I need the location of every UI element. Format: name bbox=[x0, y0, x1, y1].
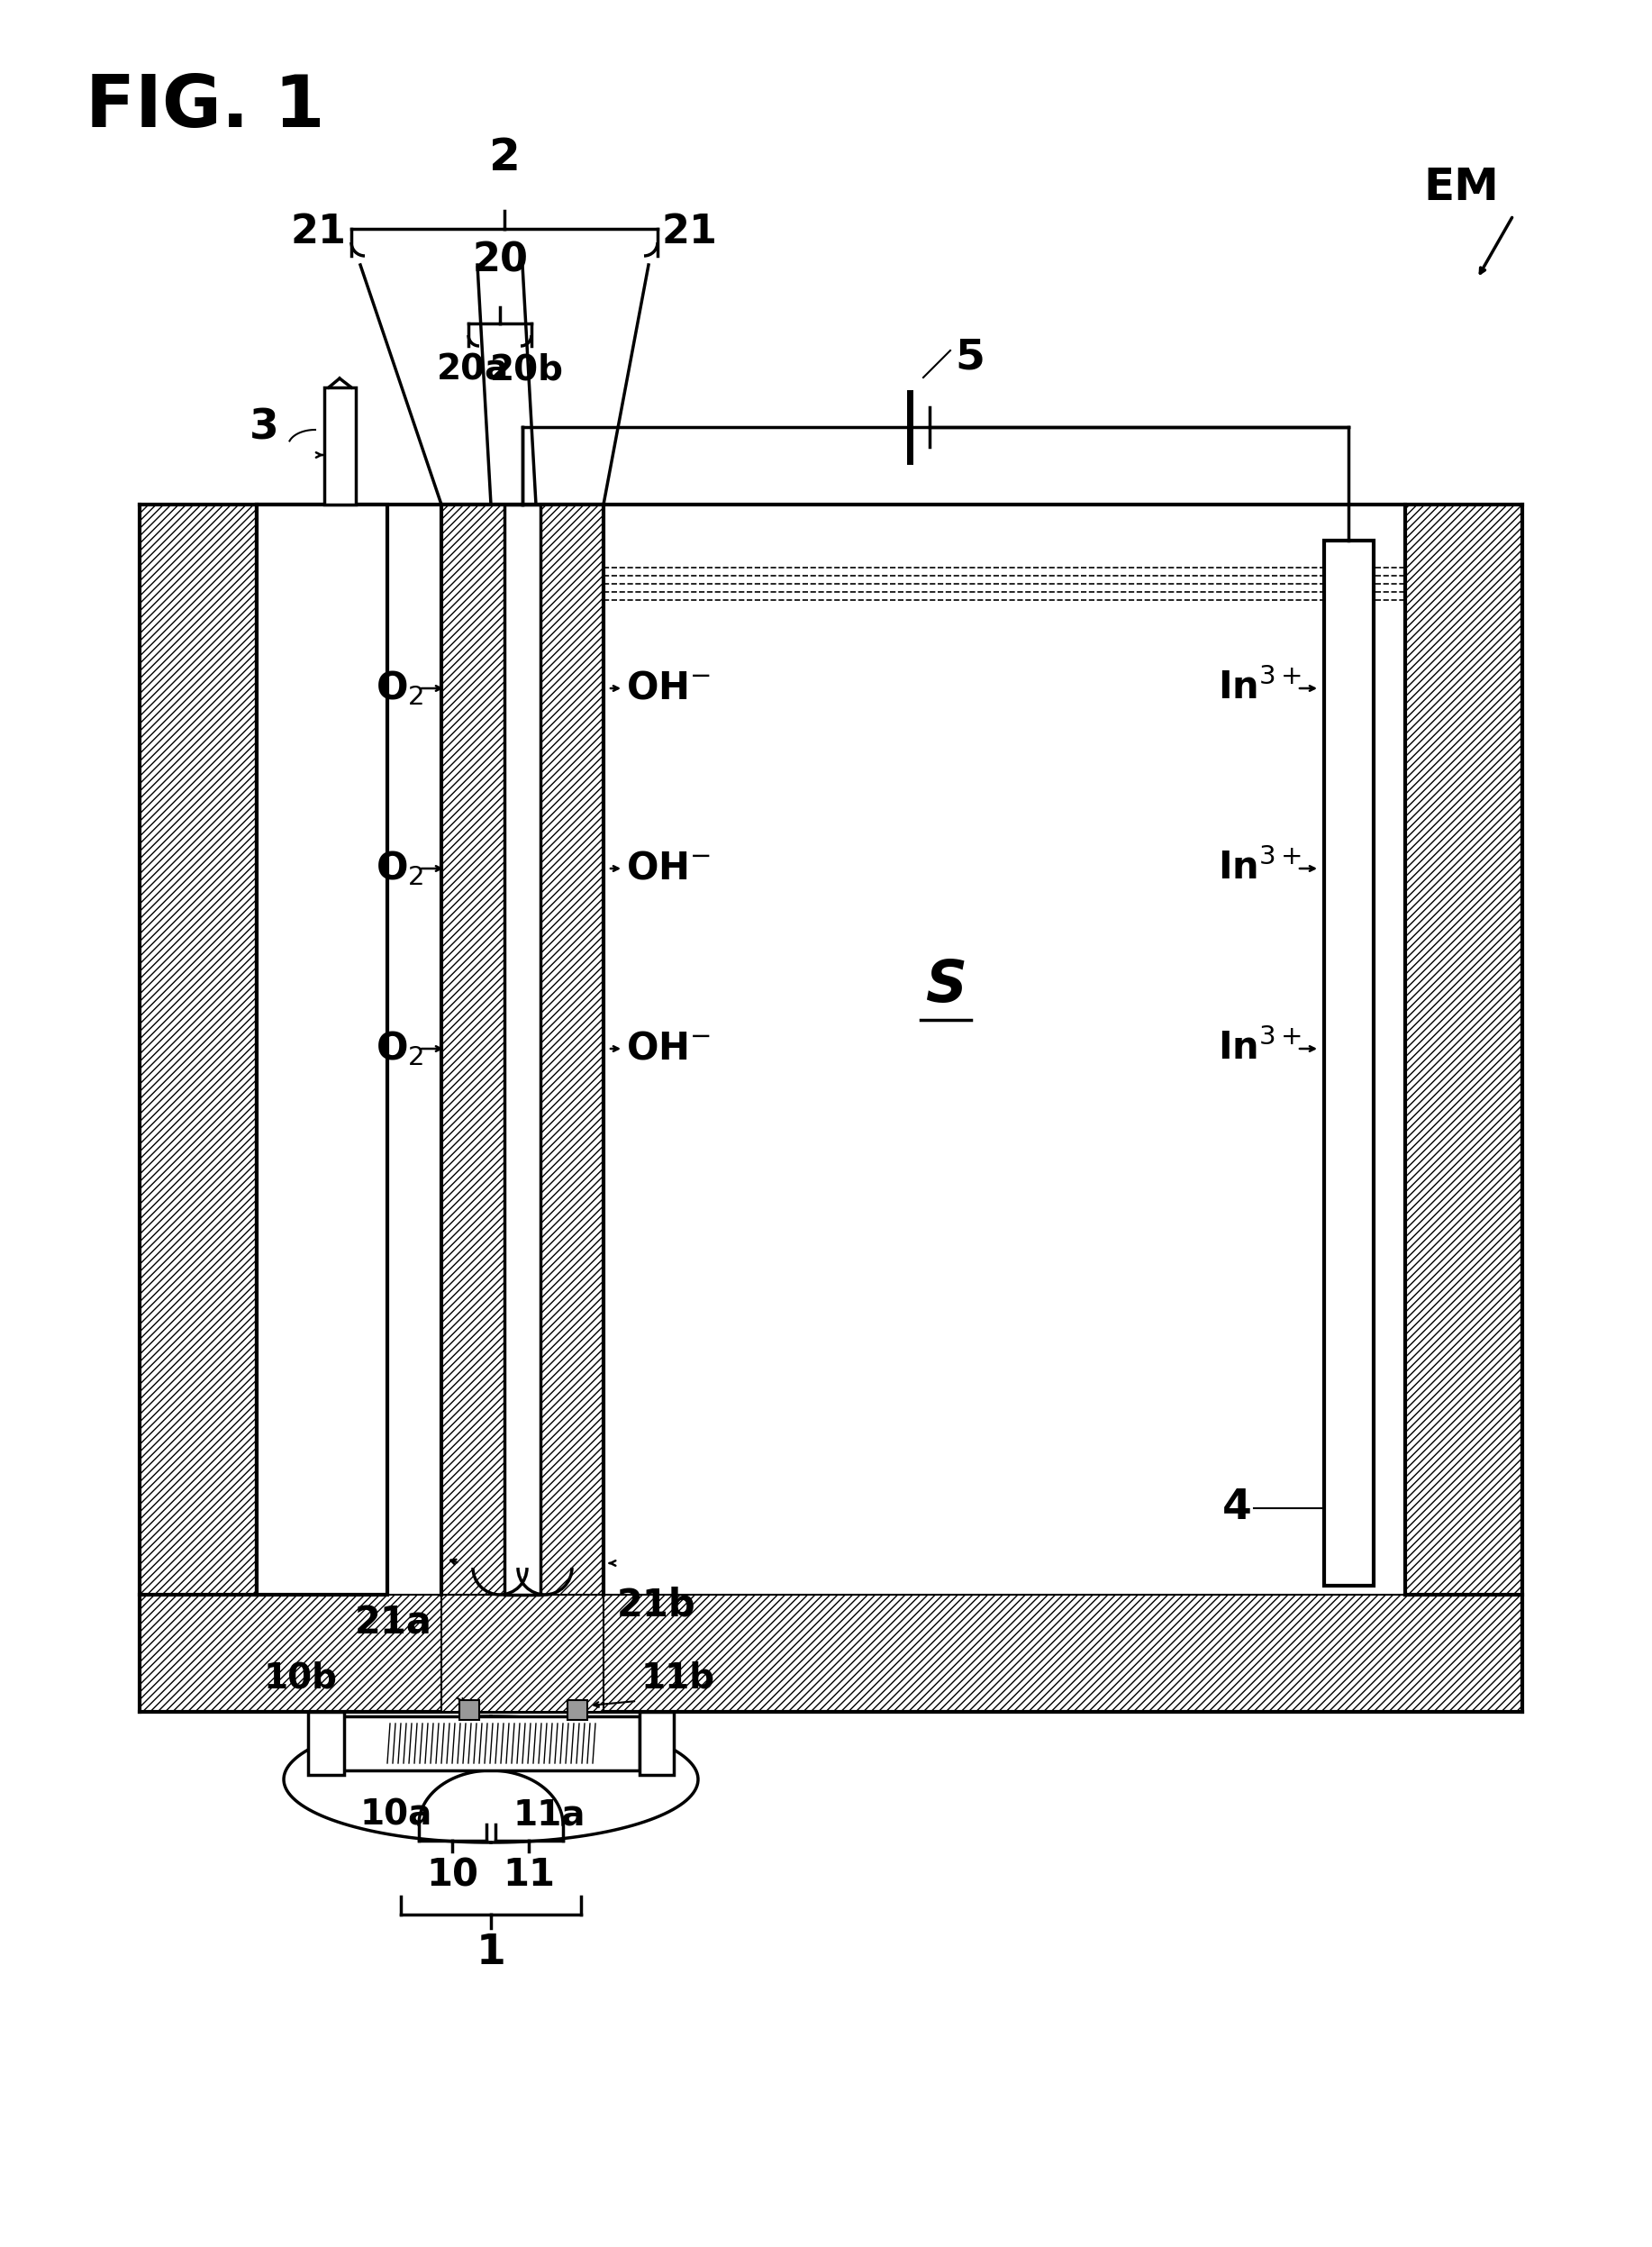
Text: 1: 1 bbox=[476, 1932, 506, 1973]
Bar bbox=[256, 506, 387, 1595]
Bar bbox=[1325, 542, 1374, 1586]
Text: 21: 21 bbox=[291, 213, 347, 252]
Text: OH$^{-}$: OH$^{-}$ bbox=[626, 670, 710, 708]
Text: 11: 11 bbox=[502, 1856, 555, 1894]
Bar bbox=[307, 1712, 344, 1775]
Text: 20: 20 bbox=[472, 240, 529, 281]
Text: 20a: 20a bbox=[436, 353, 509, 386]
Text: 10: 10 bbox=[426, 1856, 479, 1894]
Text: 20b: 20b bbox=[491, 353, 563, 386]
Text: OH$^{-}$: OH$^{-}$ bbox=[626, 849, 710, 888]
Bar bbox=[568, 1701, 588, 1719]
Bar bbox=[639, 1712, 674, 1775]
Text: In$^{3+}$: In$^{3+}$ bbox=[1218, 849, 1302, 888]
Text: 21: 21 bbox=[662, 213, 719, 252]
Text: S: S bbox=[925, 957, 966, 1013]
Bar bbox=[324, 386, 355, 506]
Text: O$_2$: O$_2$ bbox=[375, 670, 423, 708]
Text: EM: EM bbox=[1424, 166, 1498, 209]
Bar bbox=[441, 1595, 603, 1712]
Text: 10a: 10a bbox=[360, 1798, 433, 1831]
Text: 3: 3 bbox=[249, 407, 279, 447]
Text: In$^{3+}$: In$^{3+}$ bbox=[1218, 670, 1302, 708]
Text: 11a: 11a bbox=[514, 1798, 586, 1831]
Bar bbox=[504, 506, 540, 1595]
Bar bbox=[441, 506, 603, 1595]
Bar bbox=[342, 1717, 639, 1771]
Text: 5: 5 bbox=[955, 337, 985, 377]
Text: 4: 4 bbox=[1222, 1488, 1252, 1528]
Bar bbox=[140, 1595, 1521, 1712]
Bar bbox=[1406, 506, 1521, 1712]
Text: 11b: 11b bbox=[641, 1661, 715, 1696]
Bar bbox=[459, 1701, 479, 1719]
Bar bbox=[140, 506, 256, 1712]
Text: 21b: 21b bbox=[618, 1586, 695, 1625]
Text: 10b: 10b bbox=[264, 1661, 337, 1696]
Text: FIG. 1: FIG. 1 bbox=[86, 72, 325, 142]
Text: In$^{3+}$: In$^{3+}$ bbox=[1218, 1029, 1302, 1067]
Text: 2: 2 bbox=[489, 137, 520, 180]
Text: O$_2$: O$_2$ bbox=[375, 849, 423, 888]
Text: 21a: 21a bbox=[355, 1604, 433, 1643]
Text: OH$^{-}$: OH$^{-}$ bbox=[626, 1029, 710, 1067]
Text: O$_2$: O$_2$ bbox=[375, 1029, 423, 1067]
